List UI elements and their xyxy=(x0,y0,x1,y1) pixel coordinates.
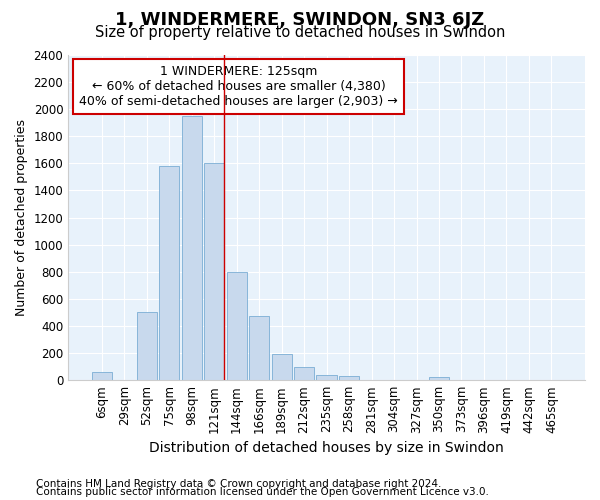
Y-axis label: Number of detached properties: Number of detached properties xyxy=(15,119,28,316)
Bar xyxy=(272,354,292,380)
Bar xyxy=(429,378,449,380)
Bar xyxy=(339,376,359,380)
Bar xyxy=(137,312,157,380)
Bar xyxy=(227,272,247,380)
Text: Contains public sector information licensed under the Open Government Licence v3: Contains public sector information licen… xyxy=(36,487,489,497)
Bar xyxy=(204,164,224,380)
Bar xyxy=(316,375,337,380)
Bar xyxy=(159,166,179,380)
Bar xyxy=(182,116,202,380)
Text: Contains HM Land Registry data © Crown copyright and database right 2024.: Contains HM Land Registry data © Crown c… xyxy=(36,479,442,489)
Text: Size of property relative to detached houses in Swindon: Size of property relative to detached ho… xyxy=(95,25,505,40)
Bar xyxy=(249,316,269,380)
Text: 1 WINDERMERE: 125sqm
← 60% of detached houses are smaller (4,380)
40% of semi-de: 1 WINDERMERE: 125sqm ← 60% of detached h… xyxy=(79,65,398,108)
X-axis label: Distribution of detached houses by size in Swindon: Distribution of detached houses by size … xyxy=(149,441,504,455)
Text: 1, WINDERMERE, SWINDON, SN3 6JZ: 1, WINDERMERE, SWINDON, SN3 6JZ xyxy=(115,11,485,29)
Bar xyxy=(92,372,112,380)
Bar xyxy=(294,366,314,380)
